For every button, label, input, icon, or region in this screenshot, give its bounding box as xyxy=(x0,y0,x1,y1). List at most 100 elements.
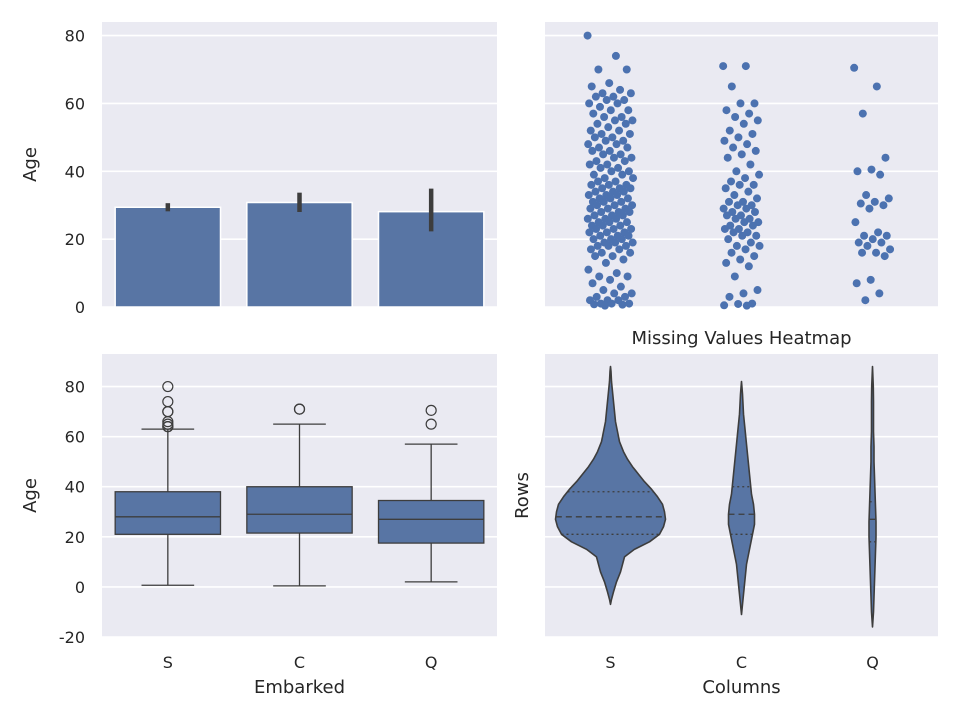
strip-point-S xyxy=(611,177,620,186)
strip-point-S xyxy=(591,252,600,261)
strip-point-S xyxy=(616,221,625,230)
strip-point-S xyxy=(599,197,608,206)
strip-point-S xyxy=(605,218,614,227)
x-tick-label: C xyxy=(736,653,747,672)
strip-point-C xyxy=(739,119,748,128)
strip-point-C xyxy=(742,204,751,213)
strip-point-C xyxy=(755,241,764,250)
strip-point-Q xyxy=(874,228,883,237)
strip-point-C xyxy=(722,106,731,115)
strip-point-C xyxy=(743,140,752,149)
strip-point-S xyxy=(591,187,600,196)
strip-point-C xyxy=(729,143,738,152)
strip-point-C xyxy=(736,255,745,264)
strip-point-C xyxy=(734,133,743,142)
strip-point-S xyxy=(611,51,620,60)
strip-point-C xyxy=(734,299,743,308)
strip-point-S xyxy=(586,245,595,254)
y-tick-label: 80 xyxy=(65,27,85,46)
strip-point-Q xyxy=(858,109,867,118)
strip-point-S xyxy=(600,174,609,183)
strip-point-S xyxy=(583,214,592,223)
strip-point-S xyxy=(607,299,616,308)
strip-point-S xyxy=(612,214,621,223)
strip-point-S xyxy=(618,170,627,179)
strip-point-C xyxy=(731,214,740,223)
outlier-point-C xyxy=(293,403,306,415)
strip-point-C xyxy=(753,286,762,295)
violin-body-S xyxy=(554,365,667,606)
strip-point-S xyxy=(587,82,596,91)
strip-point-S xyxy=(619,255,628,264)
strip-point-Q xyxy=(865,204,874,213)
strip-point-S xyxy=(616,150,625,159)
strip-point-S xyxy=(625,208,634,216)
violin-body-C xyxy=(727,380,756,616)
strip-point-C xyxy=(725,292,734,301)
panel-violin-missing-values: Missing Values Heatmap S C Q Rows Columns xyxy=(512,328,938,698)
strip-point-S xyxy=(589,170,598,179)
y-tick-label: 20 xyxy=(65,230,85,249)
strip-point-S xyxy=(609,92,618,101)
strip-point-Q xyxy=(850,63,859,72)
strip-point-S xyxy=(624,231,633,240)
strip-point-C xyxy=(724,235,733,244)
strip-point-S xyxy=(617,235,626,244)
strip-point-C xyxy=(738,231,747,240)
strip-point-S xyxy=(604,180,613,189)
strip-point-S xyxy=(622,218,631,227)
y-tick-label: 40 xyxy=(65,162,85,181)
strip-point-C xyxy=(722,258,731,267)
strip-point-C xyxy=(720,301,729,310)
x-axis-label: Columns xyxy=(702,677,780,698)
x-tick-label: S xyxy=(163,653,173,672)
y-tick-label: 60 xyxy=(65,428,85,447)
strip-point-C xyxy=(753,116,762,125)
strip-point-Q xyxy=(858,248,867,257)
strip-point-S xyxy=(597,208,606,216)
strip-point-Q xyxy=(882,231,891,240)
strip-point-C xyxy=(732,167,741,176)
strip-point-S xyxy=(588,146,597,155)
strip-point-S xyxy=(589,235,598,244)
strip-point-S xyxy=(591,92,600,101)
strip-point-C xyxy=(736,99,745,108)
strip-point-C xyxy=(730,191,739,200)
strip-point-C xyxy=(753,194,762,203)
strip-point-S xyxy=(624,167,633,176)
strip-point-C xyxy=(745,109,754,118)
strip-point-C xyxy=(720,224,729,233)
strip-point-C xyxy=(748,221,757,230)
strip-point-S xyxy=(628,238,637,247)
strip-point-S xyxy=(617,197,626,206)
strip-point-S xyxy=(595,272,604,281)
strip-point-S xyxy=(588,279,597,288)
y-axis-label: Age xyxy=(20,478,41,513)
strip-point-S xyxy=(618,300,627,309)
y-tick-label: 80 xyxy=(65,378,85,397)
strip-point-C xyxy=(730,272,739,281)
strip-point-S xyxy=(618,211,627,220)
bar-C xyxy=(246,201,353,308)
panel-bar-age-by-embarked: 0 20 40 60 80 Age xyxy=(20,22,497,317)
strip-point-S xyxy=(605,79,614,88)
strip-point-S xyxy=(597,129,606,138)
strip-point-S xyxy=(625,129,634,138)
strip-point-S xyxy=(615,245,624,254)
strip-point-Q xyxy=(870,197,879,206)
outlier-point-S xyxy=(162,421,174,433)
strip-point-Q xyxy=(854,238,863,247)
strip-point-C xyxy=(727,82,736,91)
strip-point-C xyxy=(748,129,757,138)
strip-point-S xyxy=(593,119,602,128)
strip-point-S xyxy=(596,163,605,172)
strip-point-C xyxy=(750,252,759,261)
strip-point-C xyxy=(720,136,729,145)
strip-point-C xyxy=(752,231,761,240)
strip-point-C xyxy=(755,170,764,179)
panel-box-age-by-embarked: -20 0 20 40 60 80 S C Q Age Embarked xyxy=(20,354,497,698)
strip-point-C xyxy=(735,180,744,189)
strip-point-S xyxy=(595,143,604,152)
outlier-point-Q xyxy=(425,404,437,416)
